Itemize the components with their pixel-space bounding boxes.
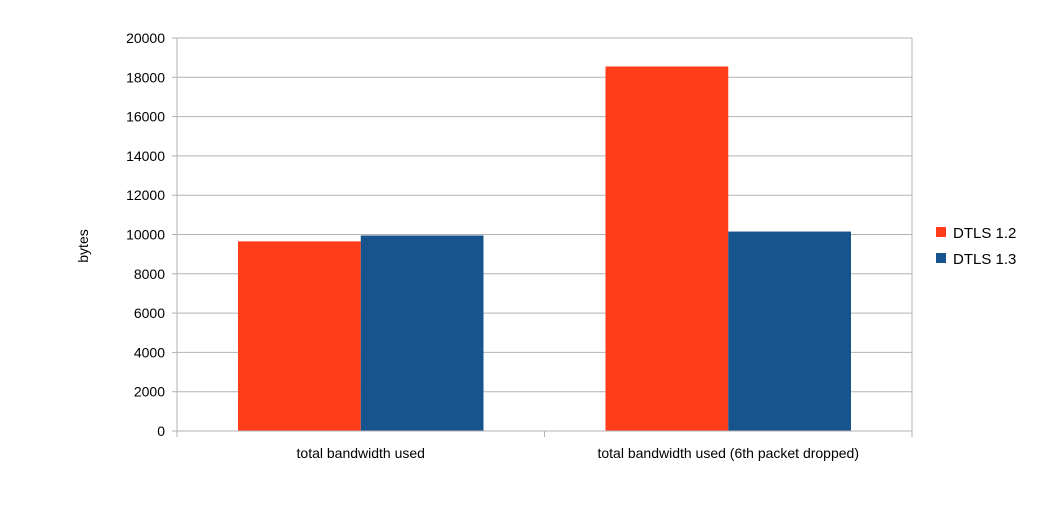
bar [360,235,484,431]
bar [238,241,361,431]
y-tick-label: 2000 [134,384,165,400]
y-tick-label: 4000 [134,344,165,360]
legend-swatch [936,253,946,263]
legend: DTLS 1.2 DTLS 1.3 [936,225,1016,268]
legend-label: DTLS 1.2 [953,225,1016,242]
x-tick-label: total bandwidth used (6th packet dropped… [597,445,859,461]
y-tick-label: 18000 [126,69,165,85]
y-tick-label: 8000 [134,266,165,282]
y-tick-label: 0 [157,423,165,439]
legend-label: DTLS 1.3 [953,251,1016,268]
y-tick-label: 14000 [126,148,165,164]
x-tick-labels: total bandwidth used total bandwidth used… [297,445,859,461]
y-tick-label: 6000 [134,305,165,321]
y-tick-labels: 0 2000 4000 6000 8000 10000 12000 14000 16000 180… [126,30,165,439]
x-tick-label: total bandwidth used [297,445,425,461]
y-tick-label: 16000 [126,109,165,125]
y-tick-label: 20000 [126,30,165,46]
bar [605,66,729,432]
y-tick-label: 10000 [126,227,165,243]
axes [172,37,913,437]
bar [728,231,851,431]
legend-swatch [936,227,946,237]
y-axis-label: bytes [75,229,91,262]
bars [238,66,851,432]
y-tick-label: 12000 [126,187,165,203]
